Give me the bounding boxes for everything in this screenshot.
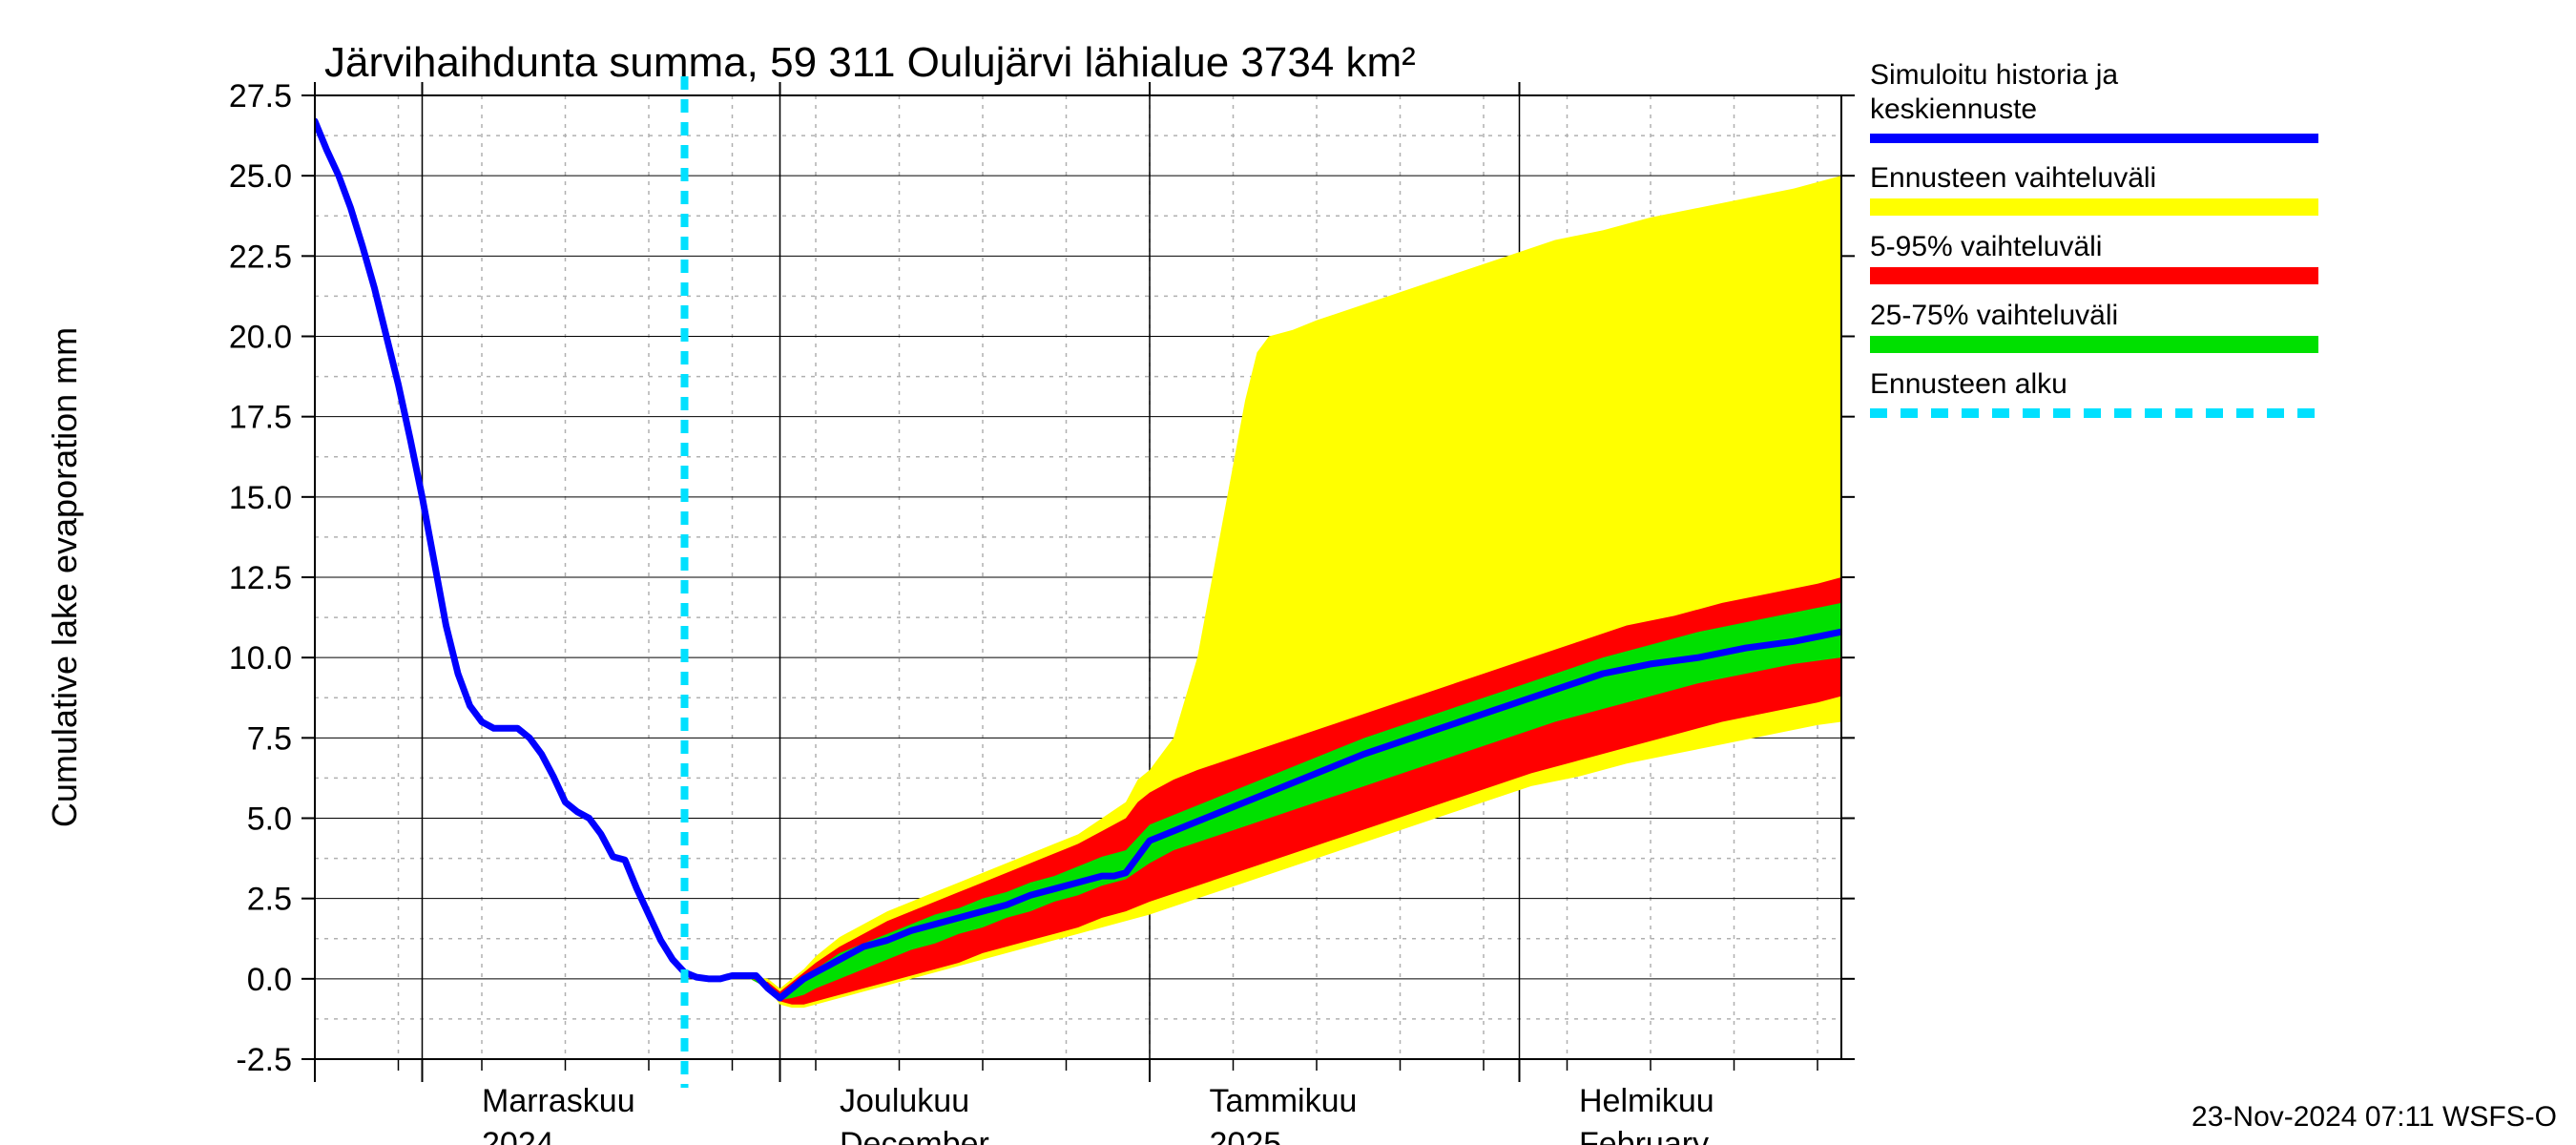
x-month-label-bot: December	[840, 1126, 989, 1145]
legend-label: Ennusteen vaihteluväli	[1870, 162, 2156, 194]
legend-swatch	[1870, 336, 2318, 353]
y-axis-label: Cumulative lake evaporation mm	[45, 327, 84, 827]
legend-label: 5-95% vaihteluväli	[1870, 231, 2102, 262]
y-tick-label: 7.5	[247, 720, 292, 757]
x-month-label-bot: February	[1579, 1126, 1709, 1145]
x-month-label-top: Tammikuu	[1210, 1083, 1358, 1119]
y-tick-label: 10.0	[229, 640, 292, 677]
y-tick-label: 27.5	[229, 78, 292, 114]
y-tick-label: 12.5	[229, 560, 292, 596]
x-month-label-top: Helmikuu	[1579, 1083, 1714, 1119]
y-tick-label: 25.0	[229, 158, 292, 195]
y-tick-label: 15.0	[229, 480, 292, 516]
chart-svg: -2.5 0.0 2.5 5.0 7.5 10.0 12.5 15.0 17.5 20.0 22.5…	[0, 0, 2576, 1145]
y-tick-label: 20.0	[229, 320, 292, 356]
legend-label: keskiennuste	[1870, 94, 2037, 125]
chart-container: -2.5 0.0 2.5 5.0 7.5 10.0 12.5 15.0 17.5 20.0 22.5…	[0, 0, 2576, 1145]
y-tick-label: -2.5	[236, 1042, 292, 1078]
legend-label: 25-75% vaihteluväli	[1870, 300, 2118, 331]
chart-title: Järvihaihdunta summa, 59 311 Oulujärvi l…	[324, 39, 1416, 86]
y-tick-label: 2.5	[247, 882, 292, 918]
legend-label: Simuloitu historia ja	[1870, 59, 2118, 91]
chart-footer: 23-Nov-2024 07:11 WSFS-O	[2192, 1101, 2557, 1133]
legend-label: Ennusteen alku	[1870, 368, 2067, 400]
y-tick-label: 0.0	[247, 962, 292, 998]
x-month-label-top: Marraskuu	[482, 1083, 635, 1119]
x-month-label-bot: 2024	[482, 1126, 554, 1145]
y-tick-label: 17.5	[229, 400, 292, 436]
x-month-label-bot: 2025	[1210, 1126, 1282, 1145]
legend-swatch	[1870, 198, 2318, 216]
y-tick-label: 22.5	[229, 239, 292, 275]
x-month-label-top: Joulukuu	[840, 1083, 969, 1119]
legend-swatch	[1870, 267, 2318, 284]
y-tick-label: 5.0	[247, 802, 292, 838]
